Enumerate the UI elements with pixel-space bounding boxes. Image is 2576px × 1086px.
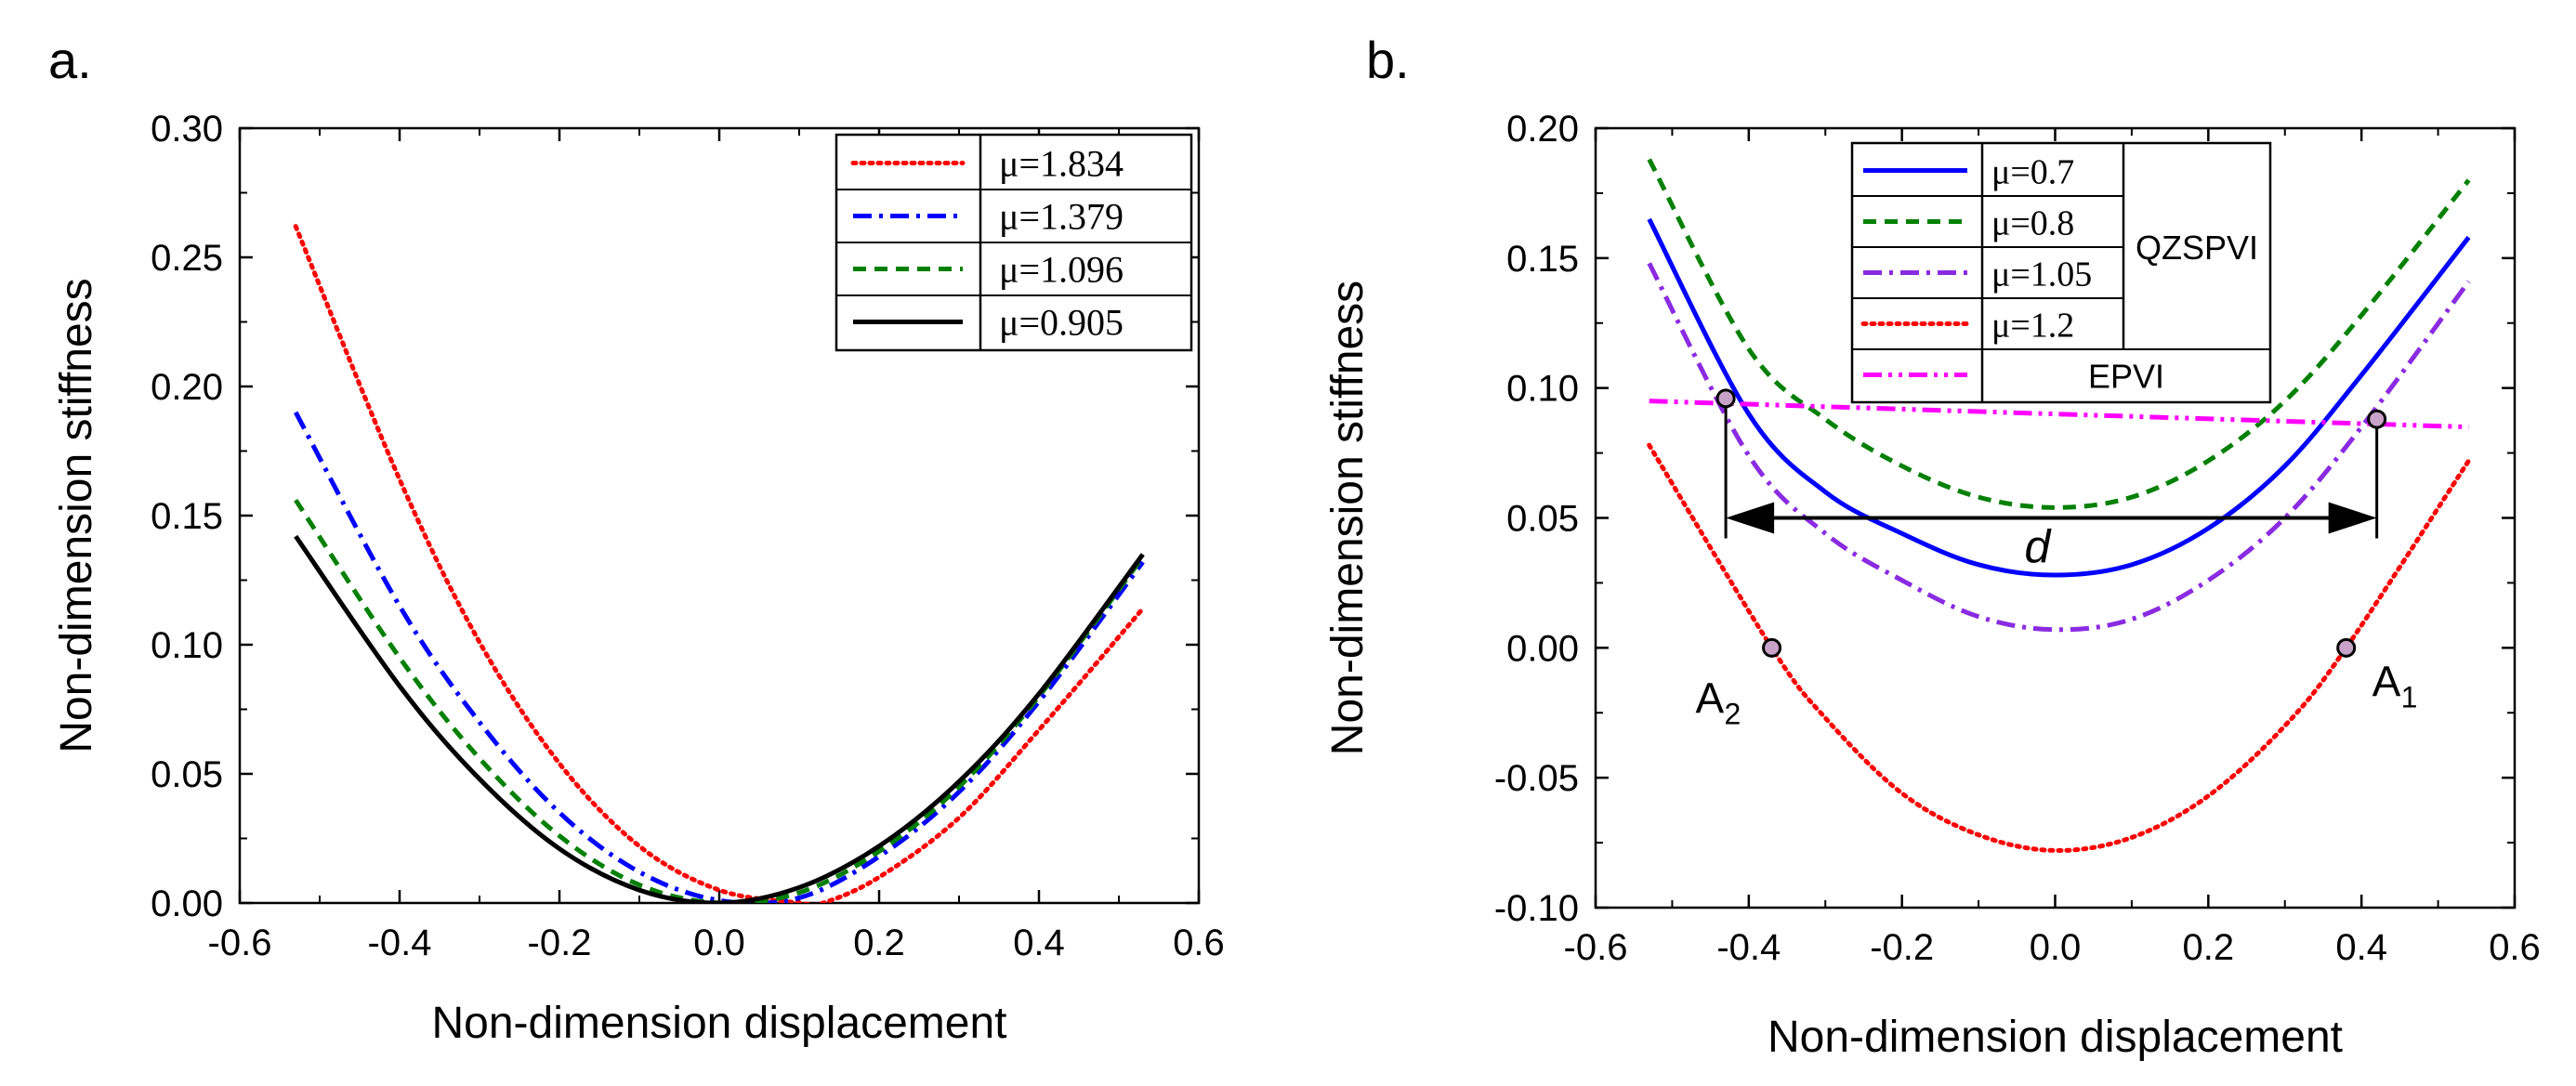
series-line (294, 498, 1145, 903)
legend-label: μ=0.8 (1991, 204, 2074, 243)
legend: μ=1.834 μ=1.379 μ=1.096 μ=0.905 (835, 133, 1193, 352)
y-tick-label: 0.20 (1506, 109, 1579, 150)
x-tick-label: 0.2 (2183, 927, 2235, 968)
A1-subscript: 1 (2401, 680, 2418, 713)
panel-label: a. (48, 31, 92, 89)
panel-label: b. (1366, 31, 1410, 89)
d-arrow-head-right (2328, 502, 2377, 534)
legend: μ=0.7 μ=0.8 μ=1.05 μ=1.2 EPVI QZSPVI (1850, 141, 2272, 404)
legend-label: μ=1.05 (1991, 255, 2092, 294)
y-tick-label: 0.10 (151, 625, 223, 666)
plot-panel: -0.6 -0.4 -0.2 0.0 0.2 0.4 0.6 0.00 0.05 0.10 0.15… (48, 31, 1225, 1048)
intersection-marker (2336, 637, 2357, 658)
series-line (1649, 399, 2469, 430)
y-tick-label: 0.00 (1506, 628, 1579, 669)
y-tick-label: -0.05 (1494, 758, 1579, 799)
intersection-marker (2367, 409, 2387, 429)
y-tick-label: 0.00 (151, 883, 223, 924)
y-axis-label: Non-dimension stiffness (52, 278, 101, 752)
y-tick-label: 0.30 (151, 109, 223, 150)
series-group (293, 224, 1146, 903)
d-arrow-head-left (1726, 502, 1775, 534)
legend-label: μ=0.905 (999, 302, 1124, 344)
y-tick-label: 0.10 (1506, 369, 1579, 410)
A2-subscript: 2 (1725, 697, 1741, 730)
series-line (1647, 442, 2472, 853)
x-tick-label: 0.4 (1013, 922, 1065, 963)
x-tick-label: 0.0 (2030, 927, 2082, 968)
x-tick-label: -0.4 (368, 922, 432, 963)
x-tick-label: 0.4 (2335, 927, 2387, 968)
series-line (1647, 158, 2471, 510)
series-line (293, 224, 1146, 903)
d-label: d (2024, 521, 2052, 573)
plot-panel: -0.6 -0.4 -0.2 0.0 0.2 0.4 0.6 -0.10 -0.05 0.00 0.… (1323, 31, 2541, 1062)
x-tick-label: 0.0 (693, 922, 745, 963)
x-axis-label: Non-dimension displacement (432, 999, 1007, 1048)
y-tick-label: 0.20 (151, 367, 223, 408)
legend-label: μ=1.096 (999, 249, 1124, 291)
y-tick-label: 0.15 (151, 496, 223, 537)
x-tick-label: -0.2 (528, 922, 592, 963)
legend-label: μ=1.379 (999, 196, 1124, 238)
y-tick-label: -0.10 (1494, 888, 1579, 929)
series-line (294, 534, 1145, 903)
legend-label: μ=0.7 (1991, 153, 2074, 192)
x-tick-label: 0.6 (1173, 922, 1225, 963)
x-tick-label: -0.4 (1716, 927, 1781, 968)
x-axis-label: Non-dimension displacement (1768, 1013, 2343, 1062)
y-tick-label: 0.05 (1506, 499, 1579, 540)
intersection-marker (1715, 388, 1736, 409)
x-tick-label: -0.2 (1870, 927, 1934, 968)
intersection-marker (1762, 637, 1782, 658)
legend-label: EPVI (2088, 358, 2164, 396)
x-tick-label: -0.6 (1564, 927, 1628, 968)
A2-label: A (1696, 674, 1725, 722)
legend-label: μ=1.834 (999, 143, 1124, 185)
y-tick-label: 0.25 (151, 238, 223, 279)
legend-group-label: QZSPVI (2136, 229, 2258, 267)
series-line (1647, 262, 2471, 633)
x-tick-label: -0.6 (208, 922, 272, 963)
y-tick-label: 0.05 (151, 754, 223, 795)
annotations: dA 2A 1 (1696, 388, 2418, 730)
legend-label: μ=1.2 (1991, 307, 2074, 346)
y-tick-label: 0.15 (1506, 239, 1579, 280)
y-axis-label: Non-dimension stiffness (1323, 281, 1373, 755)
series-line (293, 411, 1145, 903)
A1-label: A (2372, 657, 2401, 705)
x-tick-label: 0.6 (2489, 927, 2541, 968)
legend-box (1850, 141, 2272, 404)
x-tick-label: 0.2 (853, 922, 905, 963)
